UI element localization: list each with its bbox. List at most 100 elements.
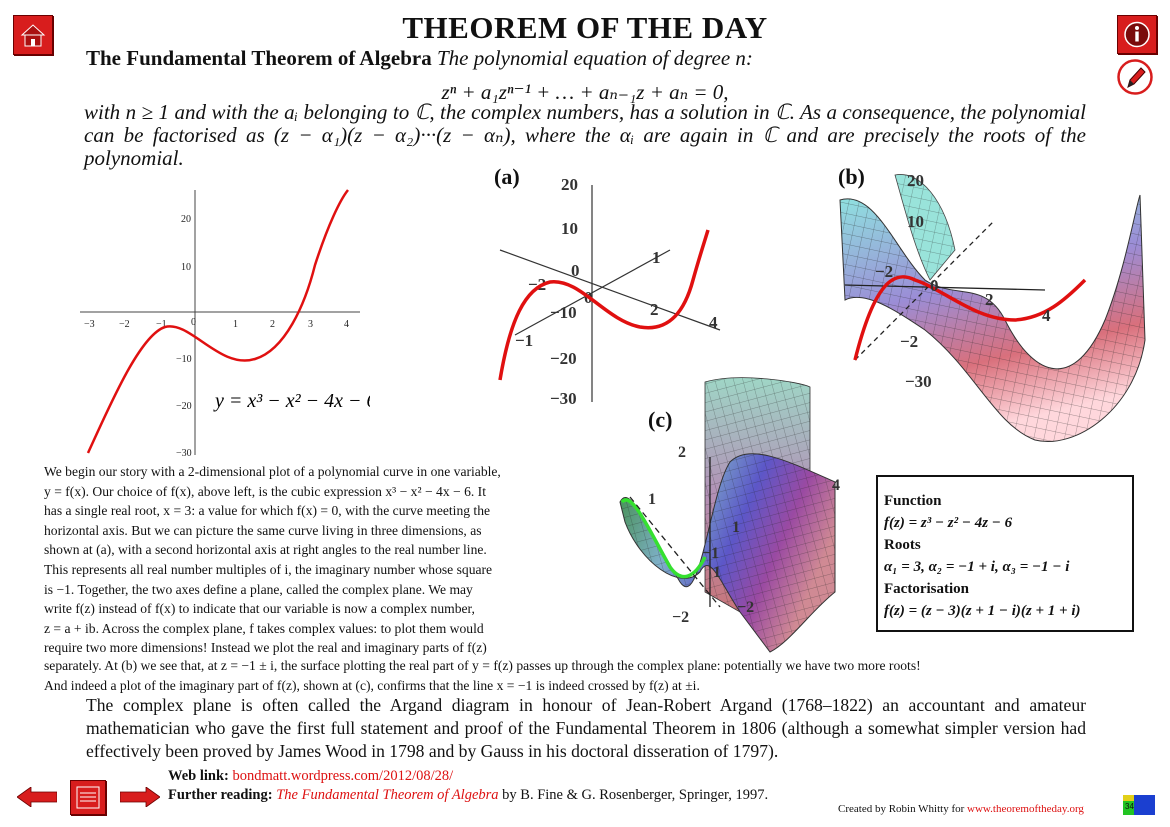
y-tick: −10 <box>176 354 192 365</box>
x-tick: −2 <box>119 319 130 330</box>
info-button[interactable] <box>1117 15 1157 54</box>
factorisation-label: Factorisation <box>884 581 969 597</box>
body-line: shown at (a), with a second horizontal a… <box>44 542 487 558</box>
tick-label: −1 <box>515 331 533 350</box>
tick-label: 0 <box>930 276 939 295</box>
further-reading-label: Further reading: <box>168 787 273 803</box>
tick-label: −2 <box>875 262 893 281</box>
tick-label: −30 <box>550 389 577 408</box>
tick-label: −30 <box>905 372 932 391</box>
body-line: y = f(x). Our choice of f(x), above left… <box>44 483 486 499</box>
roots-text: α₁ = 3, α₂ = −1 + i, α₃ = −1 − i <box>884 559 1070 575</box>
x-tick: −3 <box>84 319 95 330</box>
plot-equation: y = x³ − x² − 4x − 6 <box>213 390 370 412</box>
pencil-icon <box>1117 59 1153 95</box>
x-tick: 2 <box>270 319 275 330</box>
body-line: is −1. Together, the two axes define a p… <box>44 581 473 597</box>
cubic-2d-plot: −3 −2 −1 0 1 2 3 4 20 10 −10 −20 −30 y =… <box>80 189 370 459</box>
body-line: This represents all real number multiple… <box>44 561 493 577</box>
tick-label: −2 <box>900 332 918 351</box>
prev-arrow-button[interactable] <box>16 786 58 812</box>
factorisation-text: f(z) = (z − 3)(z + 1 − i)(z + 1 + i) <box>884 603 1081 619</box>
tick-label: 4 <box>1042 306 1051 325</box>
credit-line: Created by Robin Whitty for www.theoremo… <box>838 803 1084 815</box>
y-tick: 20 <box>181 214 191 225</box>
x-tick: 0 <box>191 317 196 328</box>
function-text: f(z) = z³ − z² − 4z − 6 <box>884 515 1013 531</box>
home-button[interactable] <box>13 15 53 55</box>
tick-label: 1 <box>652 248 661 267</box>
x-tick: 3 <box>308 319 313 330</box>
tick-label: 20 <box>561 175 578 194</box>
figure-c-label: (c) <box>648 407 673 432</box>
tick-label: 1 <box>648 491 656 508</box>
roots-label: Roots <box>884 537 921 553</box>
edit-button[interactable] <box>1116 58 1154 96</box>
theorem-intro: The polynomial equation of degree n: <box>436 46 753 70</box>
figure-b-label: (b) <box>838 164 865 189</box>
y-tick: −30 <box>176 448 192 459</box>
figure-a-label: (a) <box>494 164 520 189</box>
body-line: And indeed a plot of the imaginary part … <box>44 677 700 693</box>
tick-label: 10 <box>907 212 924 231</box>
tick-label: 2 <box>650 300 659 319</box>
web-link[interactable]: bondmatt.wordpress.com/2012/08/28/ <box>232 768 454 784</box>
tick-label: 1 <box>732 519 740 536</box>
web-link-label: Web link: <box>168 768 229 784</box>
tick-label: −10 <box>550 303 577 322</box>
theorem-statement: The Fundamental Theorem of Algebra The p… <box>86 46 1086 71</box>
tick-label: 1 <box>713 564 721 581</box>
credit-prefix: Created by Robin Whitty for <box>838 803 968 815</box>
further-reading-citation: by B. Fine & G. Rosenberger, Springer, 1… <box>498 787 769 803</box>
cubic-curve <box>86 189 349 454</box>
tick-label: 20 <box>907 171 924 190</box>
body-line: separately. At (b) we see that, at z = −… <box>44 658 921 673</box>
y-tick: −20 <box>176 401 192 412</box>
info-icon <box>1124 21 1150 48</box>
next-arrow-button[interactable] <box>119 786 161 812</box>
home-icon <box>20 24 46 47</box>
credit-site-link[interactable]: www.theoremoftheday.org <box>967 803 1084 815</box>
tick-label: 0 <box>571 261 580 280</box>
tick-label: 10 <box>561 219 578 238</box>
theorem-name: The Fundamental Theorem of Algebra <box>86 46 432 70</box>
body-text-full: separately. At (b) we see that, at z = −… <box>44 656 1139 695</box>
further-reading-row: Further reading: The Fundamental Theorem… <box>168 787 768 804</box>
figure-c-imaginary-surface: 2 1 4 1 1 −1 −2 −2 <box>619 377 840 653</box>
history-paragraph: The complex plane is often called the Ar… <box>86 695 1086 761</box>
x-tick: −1 <box>156 319 167 330</box>
tick-label: −2 <box>672 609 689 626</box>
tick-label: 4 <box>709 313 718 332</box>
tick-label: −2 <box>528 275 546 294</box>
body-text-left: We begin our story with a 2-dimensional … <box>44 462 590 658</box>
body-line: has a single real root, x = 3: a value f… <box>44 503 491 519</box>
real-part-curve <box>853 275 1087 361</box>
figure-a-3d-curve: 20 10 0 −10 −20 −30 2 4 −2 1 −1 0 <box>498 175 721 408</box>
polynomial-equation: zⁿ + a₁zⁿ⁻¹ + … + aₙ₋₁z + aₙ = 0, <box>441 80 729 104</box>
function-info-box: Function f(z) = z³ − z² − 4z − 6 Roots α… <box>876 475 1134 632</box>
arrow-left-icon <box>16 786 58 808</box>
tick-label: 4 <box>832 477 840 494</box>
tick-label: 2 <box>678 444 686 461</box>
imaginary-part-curve <box>620 498 707 579</box>
body-line: horizontal axis. But we can picture the … <box>44 522 482 538</box>
page-badge: 34 <box>1123 795 1155 815</box>
function-label: Function <box>884 493 942 509</box>
body-line: z = a + ib. Across the complex plane, f … <box>44 620 484 636</box>
body-line: We begin our story with a 2-dimensional … <box>44 464 501 479</box>
cubic-curve-3d <box>498 229 710 381</box>
body-line: write f(z) instead of f(x) to indicate t… <box>44 601 475 617</box>
further-reading-title[interactable]: The Fundamental Theorem of Algebra <box>276 787 499 803</box>
index-icon <box>76 786 100 809</box>
x-tick: 1 <box>233 319 238 330</box>
tick-label: −1 <box>702 545 719 562</box>
theorem-continuation: with n ≥ 1 and with the aᵢ belonging to … <box>84 100 1086 170</box>
web-link-row: Web link: bondmatt.wordpress.com/2012/08… <box>168 768 453 785</box>
page-badge-number: 34 <box>1125 802 1134 811</box>
index-button[interactable] <box>70 780 106 815</box>
tick-label: 2 <box>985 290 994 309</box>
figure-b-real-surface: 20 10 0 −30 2 4 −2 −2 <box>839 171 1146 442</box>
page-title: THEOREM OF THE DAY <box>402 10 768 45</box>
arrow-right-icon <box>119 786 161 808</box>
body-line: require two more dimensions! Instead we … <box>44 640 487 656</box>
